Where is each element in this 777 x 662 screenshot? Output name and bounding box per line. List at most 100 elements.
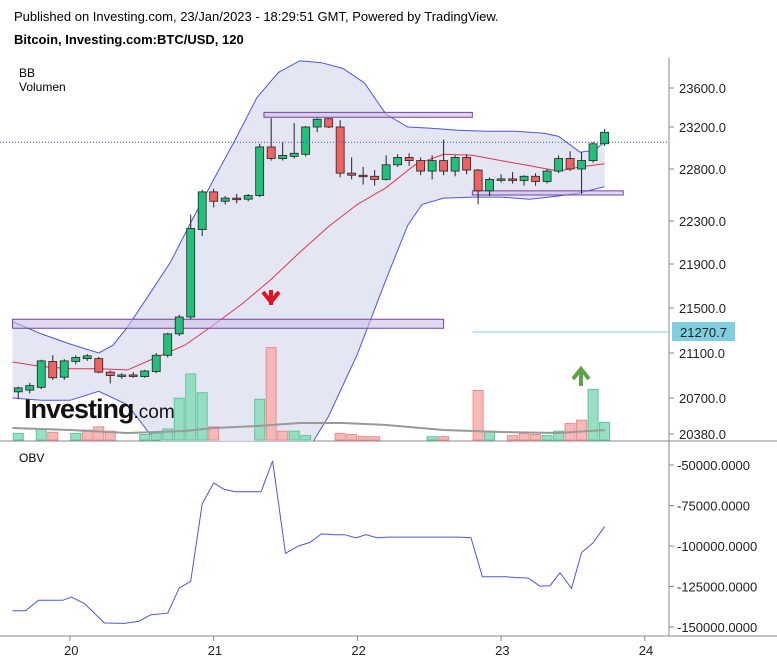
volume-ma-line	[12, 422, 605, 435]
candle-body	[105, 371, 115, 376]
volume-bar	[196, 392, 208, 441]
volume-bar	[162, 428, 174, 441]
candle-body	[94, 358, 104, 373]
volume-bar	[150, 432, 162, 441]
price-tick-label: 22300.0	[679, 214, 726, 229]
volume-bar	[93, 426, 105, 441]
candle-body	[577, 160, 586, 170]
time-tick-label: 23	[495, 643, 509, 658]
logo-suffix: .com	[133, 402, 175, 423]
published-caption: Published on Investing.com, 23/Jan/2023 …	[14, 9, 499, 24]
candle-body	[220, 197, 230, 202]
last-price-badge	[672, 322, 735, 341]
volume-bar	[288, 430, 300, 441]
candle-body	[151, 354, 161, 372]
volume-bar	[12, 432, 24, 441]
legend-volume: Volumen	[19, 80, 66, 94]
down-arrow-icon	[261, 290, 281, 306]
obv-tick-label: -150000.0000	[677, 620, 757, 635]
bb-middle-line	[12, 153, 605, 371]
candle-body	[496, 178, 506, 181]
candle-body	[335, 126, 345, 174]
obv-tick-label: -125000.0000	[677, 580, 757, 595]
price-tick-label: 21900.0	[679, 257, 726, 272]
candle-body	[13, 387, 23, 393]
candle-body	[243, 195, 253, 200]
volume-bar	[173, 397, 185, 441]
volume-bar	[518, 432, 530, 441]
volume-bar	[541, 435, 553, 441]
candle-body	[404, 157, 414, 161]
volume-bar	[346, 434, 358, 441]
candle-body	[36, 360, 46, 388]
candle-body	[289, 152, 299, 157]
volume-bar	[438, 436, 450, 441]
volume-bar	[426, 436, 438, 441]
price-tick-label: 23600.0	[679, 81, 726, 96]
candle-body	[519, 175, 529, 181]
sr-zone	[471, 190, 624, 196]
candle-body	[197, 191, 207, 231]
candle-body	[140, 370, 150, 378]
candle-body	[347, 172, 357, 176]
candle-body	[25, 385, 35, 391]
price-tick-label: 20700.0	[679, 391, 726, 406]
candle-body	[439, 160, 449, 172]
bb-upper-line	[12, 60, 605, 354]
candle-body	[128, 374, 138, 377]
candle-body	[531, 175, 540, 182]
investing-logo: Investing.com	[24, 394, 175, 425]
candle-body	[48, 361, 58, 379]
volume-bar	[576, 419, 588, 441]
candle-body	[542, 170, 552, 182]
symbol-title: Bitcoin, Investing.com:BTC/USD, 120	[14, 32, 244, 47]
volume-bar	[277, 430, 289, 441]
axis-layer: 23600.0 23200.0 22800.0 22300.0 21900.0 21500…	[64, 81, 757, 658]
obv-line	[12, 460, 606, 624]
candle-body	[232, 197, 242, 201]
candle-body	[82, 355, 92, 360]
candle-body	[59, 360, 69, 378]
price-tick-label: 23200.0	[679, 120, 726, 135]
candle-body	[565, 158, 575, 170]
volume-bar	[587, 388, 599, 441]
candle-body	[71, 357, 81, 362]
candle-body	[554, 158, 563, 172]
legend-bb: BB	[19, 66, 35, 80]
obv-tick-label: -50000.0000	[677, 458, 750, 473]
time-tick-label: 21	[208, 643, 222, 658]
bb-fill	[12, 60, 605, 441]
last-price-label: 21270.7	[680, 325, 727, 340]
candle-body	[324, 118, 334, 128]
volume-bar	[507, 435, 519, 441]
volume-bar	[357, 436, 369, 441]
candle-body	[312, 118, 322, 128]
candle-body	[473, 169, 483, 192]
volume-bar	[185, 373, 197, 441]
obv-tick-label: -100000.0000	[677, 539, 757, 554]
volume-bar	[139, 434, 151, 441]
candle-body	[485, 178, 495, 192]
obv-pane	[12, 460, 606, 624]
price-tick-label: 22800.0	[679, 162, 726, 177]
candle-body	[416, 160, 426, 172]
time-tick-label: 20	[64, 643, 78, 658]
volume-bar	[553, 430, 565, 441]
obv-tick-label: -75000.0000	[677, 499, 750, 514]
candle-body	[266, 146, 276, 159]
sr-zone	[263, 111, 473, 118]
volume-bar	[530, 434, 542, 441]
price-tick-label: 21500.0	[679, 301, 726, 316]
candle-body	[186, 228, 196, 318]
candle-body	[427, 160, 437, 172]
candle-body	[163, 333, 173, 356]
volume-bar	[254, 398, 266, 441]
price-tick-label: 21100.0	[679, 346, 725, 361]
candle-body	[278, 154, 288, 159]
volume-bar	[300, 435, 312, 441]
candle-body	[393, 157, 403, 166]
candle-body	[255, 146, 265, 196]
candle-body	[450, 157, 460, 172]
candle-body	[117, 374, 127, 377]
